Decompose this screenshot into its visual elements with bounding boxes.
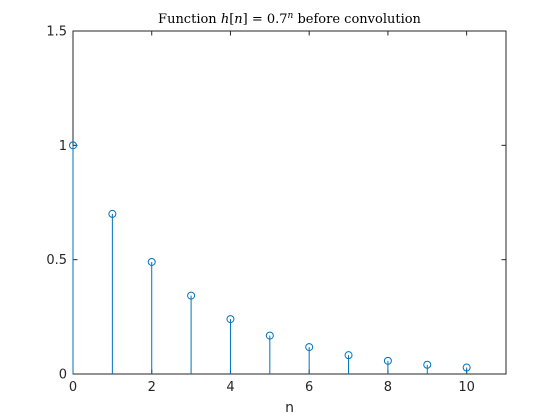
stem-marker	[305, 343, 314, 352]
x-tick-label: 4	[226, 380, 234, 395]
stem-marker	[383, 356, 392, 365]
x-tick-label: 10	[458, 380, 475, 395]
stems-layer	[69, 141, 471, 374]
stem-marker	[423, 360, 432, 369]
x-axis-label: n	[285, 400, 294, 416]
y-tick-label: 1.5	[46, 25, 67, 40]
stem-marker	[69, 141, 77, 150]
y-tick-label: 1	[59, 139, 67, 154]
labels-layer: 0 2 4 6 8 10 0 0.5 1 1.5	[46, 25, 475, 396]
stem-marker	[265, 331, 274, 340]
stem-marker	[344, 351, 353, 360]
x-tick-label: 2	[148, 380, 156, 395]
chart-title: Function h[n] = 0.7n before convolution	[158, 11, 422, 27]
y-tick-label: 0.5	[46, 253, 67, 268]
plot-area	[72, 30, 507, 375]
x-tick-label: 8	[384, 380, 392, 395]
x-tick-label: 0	[69, 380, 77, 395]
stem-marker	[147, 257, 156, 266]
x-tick-label: 6	[305, 380, 313, 395]
stem-marker	[187, 291, 196, 300]
stem-marker	[108, 209, 117, 218]
y-tick-label: 0	[59, 368, 67, 383]
stem-marker	[462, 363, 471, 372]
stem-marker	[226, 315, 235, 324]
